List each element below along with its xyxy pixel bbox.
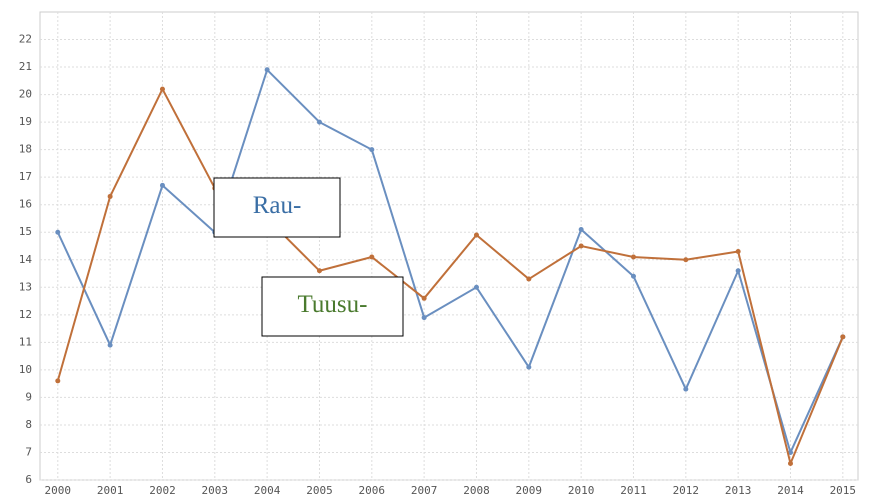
x-tick-label: 2014 <box>777 484 804 497</box>
y-tick-label: 9 <box>25 390 32 403</box>
point <box>107 342 113 348</box>
point <box>526 276 532 282</box>
y-tick-label: 19 <box>19 115 32 128</box>
x-tick-label: 2002 <box>149 484 176 497</box>
annotation: Rau- <box>253 192 302 219</box>
point <box>683 257 689 263</box>
point <box>787 460 793 466</box>
point <box>369 254 375 260</box>
point <box>683 386 689 392</box>
x-tick-label: 2001 <box>97 484 124 497</box>
x-tick-label: 2004 <box>254 484 281 497</box>
x-tick-label: 2003 <box>202 484 229 497</box>
point <box>316 268 322 274</box>
x-tick-label: 2010 <box>568 484 595 497</box>
point <box>578 243 584 249</box>
x-tick-label: 2012 <box>673 484 700 497</box>
x-tick-label: 2006 <box>359 484 386 497</box>
point <box>473 284 479 290</box>
y-tick-label: 6 <box>25 473 32 486</box>
x-tick-label: 2008 <box>463 484 490 497</box>
y-tick-label: 22 <box>19 33 32 46</box>
y-tick-label: 11 <box>19 335 32 348</box>
point <box>369 147 375 153</box>
annotation: Tuusu- <box>298 291 368 318</box>
x-tick-label: 2005 <box>306 484 333 497</box>
point <box>316 119 322 125</box>
y-tick-label: 10 <box>19 363 32 376</box>
y-tick-label: 8 <box>25 418 32 431</box>
y-tick-label: 13 <box>19 280 32 293</box>
point <box>159 182 165 188</box>
y-tick-label: 18 <box>19 143 32 156</box>
series-line <box>56 86 844 467</box>
point <box>421 295 427 301</box>
x-tick-label: 2013 <box>725 484 752 497</box>
x-tick-label: 2011 <box>620 484 647 497</box>
y-tick-label: 12 <box>19 308 32 321</box>
point <box>630 254 636 260</box>
series-line <box>56 67 844 456</box>
y-tick-label: 20 <box>19 88 32 101</box>
annotation-box <box>213 177 341 238</box>
x-tick-label: 2009 <box>516 484 543 497</box>
point <box>735 249 741 255</box>
point <box>473 232 479 238</box>
y-tick-label: 17 <box>19 170 32 183</box>
point <box>107 193 113 199</box>
x-tick-label: 2007 <box>411 484 438 497</box>
point <box>159 86 165 92</box>
y-tick-label: 14 <box>19 253 33 266</box>
point <box>421 315 427 321</box>
y-tick-label: 21 <box>19 60 32 73</box>
y-tick-label: 7 <box>25 445 32 458</box>
point <box>578 226 584 232</box>
point <box>735 268 741 274</box>
point <box>630 273 636 279</box>
y-tick-label: 15 <box>19 225 32 238</box>
point <box>526 364 532 370</box>
point <box>787 449 793 455</box>
point <box>55 378 61 384</box>
y-tick-label: 16 <box>19 198 32 211</box>
x-tick-label: 2015 <box>830 484 857 497</box>
x-tick-label: 2000 <box>45 484 72 497</box>
annotation-box <box>261 276 404 337</box>
point <box>55 229 61 235</box>
point <box>840 334 846 340</box>
point <box>264 67 270 73</box>
